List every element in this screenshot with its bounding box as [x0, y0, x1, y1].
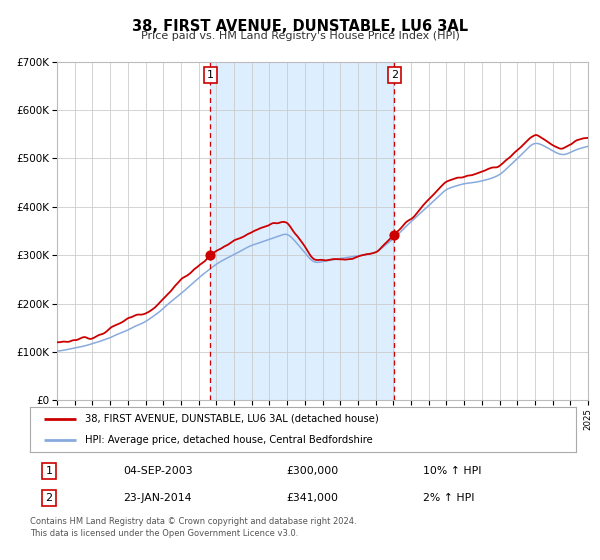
Text: 04-SEP-2003: 04-SEP-2003 — [123, 466, 193, 476]
Point — [389, 231, 399, 240]
Text: £341,000: £341,000 — [287, 493, 338, 503]
Bar — [211, 62, 394, 400]
Text: 38, FIRST AVENUE, DUNSTABLE, LU6 3AL: 38, FIRST AVENUE, DUNSTABLE, LU6 3AL — [132, 19, 468, 34]
Text: HPI: Average price, detached house, Central Bedfordshire: HPI: Average price, detached house, Cent… — [85, 435, 373, 445]
Text: 1: 1 — [46, 466, 53, 476]
Point — [206, 251, 215, 260]
Text: Price paid vs. HM Land Registry's House Price Index (HPI): Price paid vs. HM Land Registry's House … — [140, 31, 460, 41]
Text: 2: 2 — [46, 493, 53, 503]
Text: 10% ↑ HPI: 10% ↑ HPI — [423, 466, 482, 476]
Text: Contains HM Land Registry data © Crown copyright and database right 2024.
This d: Contains HM Land Registry data © Crown c… — [30, 517, 356, 538]
Text: £300,000: £300,000 — [287, 466, 339, 476]
Text: 23-JAN-2014: 23-JAN-2014 — [123, 493, 191, 503]
Text: 2: 2 — [391, 70, 398, 80]
Text: 1: 1 — [207, 70, 214, 80]
Text: 38, FIRST AVENUE, DUNSTABLE, LU6 3AL (detached house): 38, FIRST AVENUE, DUNSTABLE, LU6 3AL (de… — [85, 414, 379, 424]
Text: 2% ↑ HPI: 2% ↑ HPI — [423, 493, 475, 503]
